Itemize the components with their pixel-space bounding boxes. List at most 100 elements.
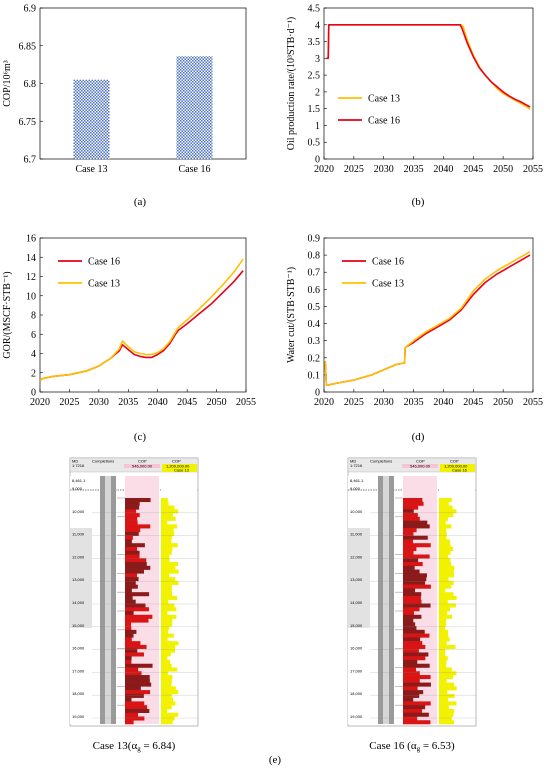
cop-bar	[403, 595, 421, 600]
cop-bar	[125, 690, 151, 695]
header-cop-range-2: 1,200,000.00	[166, 463, 190, 468]
y-tick-label: 16	[26, 234, 36, 245]
cop-bar-2	[161, 509, 179, 514]
cop-bar-2	[161, 652, 171, 657]
cop-bar	[125, 712, 139, 717]
cop-bar	[125, 516, 138, 521]
cop-bar	[125, 682, 152, 687]
y-tick-label: 0.8	[308, 251, 321, 262]
cop-bar-2	[161, 611, 168, 616]
cop-bar	[403, 675, 431, 680]
cop-bar	[125, 562, 147, 567]
cop-bar	[125, 663, 153, 668]
cop-bar-2	[161, 633, 174, 638]
y-tick-label: 8	[31, 311, 36, 322]
cop-bar-2	[161, 682, 172, 687]
cop-bar-2	[161, 577, 176, 582]
cop-bar	[403, 505, 419, 510]
cop-bar	[125, 641, 141, 646]
cop-bar	[125, 667, 139, 672]
cop-bar	[125, 652, 144, 657]
completion-core	[105, 476, 111, 724]
cop-bar-2	[161, 531, 175, 536]
cop-bar-2	[161, 543, 178, 548]
cop-bar-2	[161, 535, 172, 540]
cop-bar	[403, 498, 423, 503]
cop-bar-2	[439, 573, 455, 578]
chart-c: 0 2 4 6 8 10 12 14 16 GOR/(MSCF·STB⁻¹) 2020 2025 203…	[2, 234, 256, 409]
cop-bar-2	[161, 690, 179, 695]
cop-bar-2	[439, 667, 452, 672]
cop-bar	[125, 588, 132, 593]
cop-bar	[125, 686, 141, 691]
cop-bar-2	[439, 720, 455, 725]
y-tick-label: 0.6	[308, 285, 321, 296]
cop-bar-2	[439, 584, 452, 589]
cop-bar-2	[161, 720, 173, 725]
cop-bar	[403, 528, 417, 533]
depth-label: 12,000	[72, 554, 85, 559]
cop-bar	[125, 607, 150, 612]
cop-bar	[403, 678, 420, 683]
cop-bar-2	[439, 690, 448, 695]
cop-bar-2	[439, 520, 446, 525]
header-cop-bar-2	[440, 464, 475, 468]
y-tick-label: 4	[31, 349, 36, 360]
header-md: MD	[72, 459, 78, 464]
well-log-caption-left: Case 13(αg = 6.84)	[93, 740, 176, 753]
x-tick-label: 2020	[30, 397, 50, 408]
x-tick-label: 2040	[148, 397, 168, 408]
x-tick-label: 2045	[177, 397, 197, 408]
cop-bar-2	[161, 678, 172, 683]
cop-bar-2	[161, 626, 170, 631]
cop-bar	[125, 539, 132, 544]
cop-bar	[125, 708, 150, 713]
cop-bar	[125, 531, 139, 536]
x-tick-label: 2050	[493, 397, 513, 408]
cop-bar	[403, 656, 426, 661]
header-md-unit: 1:7216	[350, 463, 363, 468]
cop-bar	[125, 599, 136, 604]
depth-label: 18,000	[350, 691, 363, 696]
y-tick-label: 6.7	[24, 155, 37, 166]
x-tick-label: Case 16	[179, 164, 211, 175]
header-cop-range: 546,000.00	[410, 463, 431, 468]
cop-bar-2	[161, 693, 172, 698]
cop-bar-2	[439, 509, 457, 514]
depth-label: 17,000	[350, 668, 363, 673]
y-tick-label: 12	[26, 272, 36, 283]
depth-label: 17,000	[72, 668, 85, 673]
cop-bar	[403, 663, 430, 668]
cop-bar	[403, 618, 414, 623]
cop-bar	[125, 656, 132, 661]
cop-bar	[403, 546, 417, 552]
header-case: Case 16	[452, 467, 468, 472]
header-cop-bar	[402, 464, 438, 468]
cop-bar	[403, 543, 431, 548]
series-line	[326, 23, 531, 108]
y-tick-label: 0.5	[308, 302, 321, 313]
chart-a: 6.7 6.75 6.8 6.85 6.9 COP/10⁶m³ Case 13 Case 16	[2, 4, 247, 175]
cop-bar	[125, 629, 137, 634]
cop-bar	[125, 558, 147, 563]
y-tick-label: 1.5	[308, 104, 321, 115]
cop-bar-2	[161, 584, 172, 589]
cop-bar	[403, 693, 420, 698]
cop-bar-2	[439, 554, 449, 559]
cop-bar-2	[439, 546, 454, 552]
series-line	[326, 23, 531, 110]
cop-bar	[403, 633, 430, 638]
cop-bar-2	[439, 516, 449, 521]
cop-bar-2	[439, 535, 447, 540]
cop-bar-2	[161, 603, 175, 608]
panel-label-a: (a)	[134, 196, 147, 208]
bar	[176, 56, 213, 159]
depth-label: 15,000	[350, 623, 363, 628]
cop-bar	[125, 546, 138, 552]
cop-bar	[403, 562, 423, 567]
cop-bar-2	[439, 569, 454, 574]
cop-bar-2	[161, 524, 178, 529]
depth-label: 11,000	[72, 532, 85, 537]
cop-bar	[403, 641, 423, 646]
cop-bar-2	[439, 682, 455, 687]
